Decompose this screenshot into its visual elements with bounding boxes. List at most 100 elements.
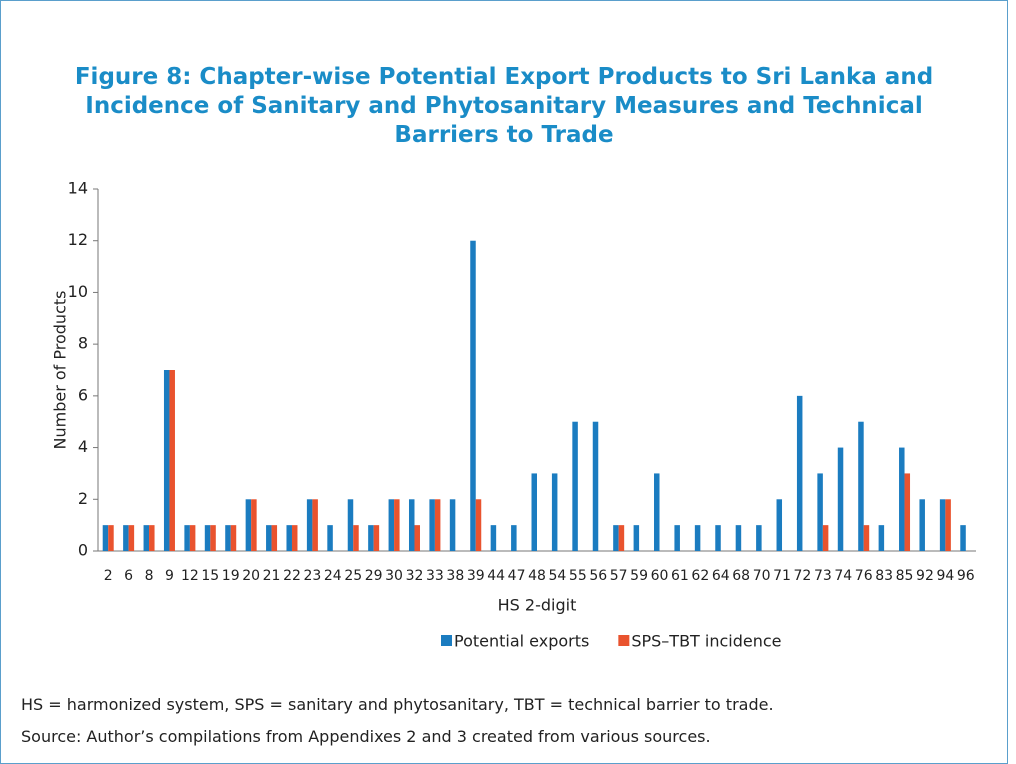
source-note: Source: Author’s compilations from Appen…	[21, 727, 711, 746]
x-tick-label: 56	[589, 568, 607, 584]
x-axis-label: HS 2-digit	[498, 596, 577, 615]
bar	[128, 525, 135, 551]
x-tick-label: 39	[467, 568, 485, 584]
bar	[531, 473, 537, 551]
x-tick-label: 44	[487, 568, 505, 584]
bar	[204, 525, 211, 551]
bar	[434, 499, 441, 551]
bar	[919, 499, 925, 551]
bar	[878, 525, 885, 551]
bar	[904, 473, 911, 551]
x-tick-label: 96	[957, 568, 975, 584]
bar	[945, 499, 951, 551]
footnote: HS = harmonized system, SPS = sanitary a…	[21, 695, 774, 714]
bar	[470, 240, 476, 551]
bar	[613, 525, 619, 551]
y-tick-label: 8	[78, 334, 88, 353]
x-tick-label: 57	[610, 568, 628, 584]
x-tick-label: 72	[794, 568, 812, 584]
bar	[863, 525, 870, 551]
x-tick-label: 64	[712, 568, 730, 584]
bar	[306, 499, 313, 551]
x-tick-label: 55	[569, 568, 587, 584]
bar	[822, 525, 829, 551]
bar	[312, 499, 318, 551]
bar	[388, 499, 395, 551]
bar	[858, 421, 864, 551]
bar	[960, 525, 966, 551]
x-tick-label: 6	[124, 568, 133, 584]
y-tick-label: 14	[68, 179, 88, 198]
x-tick-label: 61	[671, 568, 689, 584]
legend-swatch	[441, 635, 452, 646]
bar	[618, 525, 625, 551]
bar	[633, 525, 640, 551]
bar	[353, 525, 359, 551]
bar	[149, 525, 155, 551]
bar	[225, 525, 231, 551]
x-tick-label: 32	[406, 568, 424, 584]
bar	[163, 370, 170, 551]
bar	[394, 499, 400, 551]
x-tick-label: 92	[916, 568, 934, 584]
x-tick-label: 24	[324, 568, 342, 584]
bar	[654, 473, 660, 551]
x-tick-label: 25	[344, 568, 362, 584]
x-tick-label: 85	[896, 568, 914, 584]
x-tick-label: 94	[936, 568, 954, 584]
bar	[189, 525, 196, 551]
bar	[102, 525, 109, 551]
x-tick-label: 22	[283, 568, 301, 584]
bar	[756, 525, 762, 551]
bar	[251, 499, 257, 551]
bar	[511, 525, 517, 551]
x-tick-label: 62	[691, 568, 709, 584]
bar	[184, 525, 190, 551]
bar	[551, 473, 558, 551]
legend-label: Potential exports	[454, 632, 589, 651]
x-tick-label: 8	[145, 568, 154, 584]
x-tick-label: 21	[263, 568, 281, 584]
x-tick-label: 48	[528, 568, 546, 584]
bar	[347, 499, 354, 551]
bar	[230, 525, 237, 551]
x-tick-label: 76	[855, 568, 873, 584]
bar	[210, 525, 216, 551]
bar	[776, 499, 783, 551]
x-tick-label: 12	[181, 568, 199, 584]
x-tick-label: 60	[651, 568, 669, 584]
bar	[169, 370, 175, 551]
x-tick-label: 74	[834, 568, 852, 584]
bar	[490, 525, 497, 551]
bar	[837, 447, 844, 551]
x-tick-label: 9	[165, 568, 174, 584]
x-tick-label: 68	[732, 568, 750, 584]
x-tick-label: 30	[385, 568, 403, 584]
x-tick-label: 54	[549, 568, 567, 584]
x-tick-label: 15	[201, 568, 219, 584]
y-tick-label: 12	[68, 230, 88, 249]
x-tick-label: 71	[773, 568, 791, 584]
bar	[373, 525, 380, 551]
bar	[674, 525, 680, 551]
bar	[735, 525, 742, 551]
y-tick-label: 0	[78, 541, 88, 560]
y-axis-label: Number of Products	[51, 291, 70, 450]
x-tick-label: 19	[222, 568, 240, 584]
bar	[796, 395, 803, 551]
bar	[108, 525, 114, 551]
x-tick-label: 47	[508, 568, 526, 584]
legend-label: SPS–TBT incidence	[631, 632, 781, 651]
y-tick-label: 6	[78, 385, 88, 404]
bar	[408, 499, 415, 551]
x-tick-label: 83	[875, 568, 893, 584]
bar	[429, 499, 435, 551]
bar	[266, 525, 272, 551]
bar	[327, 525, 333, 551]
y-tick-label: 2	[78, 489, 88, 508]
bar	[817, 473, 823, 551]
bar	[414, 525, 420, 551]
chart-title: Figure 8: Chapter-wise Potential Export …	[74, 64, 934, 148]
